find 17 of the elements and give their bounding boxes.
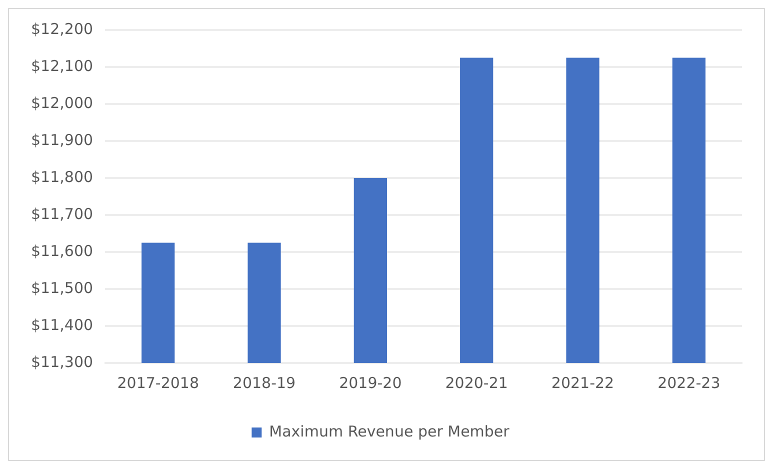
y-tick-label: $11,500 bbox=[31, 278, 94, 297]
y-tick-label: $11,800 bbox=[31, 168, 94, 186]
x-tick-label: 2020-21 bbox=[445, 374, 508, 392]
y-tick-label: $12,200 bbox=[31, 20, 94, 38]
x-tick-label: 2021-22 bbox=[551, 374, 614, 392]
x-tick-label: 2018-19 bbox=[232, 374, 296, 392]
y-tick-label: $11,300 bbox=[31, 352, 94, 371]
y-tick-label: $12,100 bbox=[31, 56, 94, 75]
x-tick-label: 2017-2018 bbox=[117, 374, 199, 392]
x-tick-label: 2019-20 bbox=[339, 374, 402, 392]
legend-label: Maximum Revenue per Member bbox=[269, 422, 510, 440]
y-tick-label: $11,400 bbox=[31, 316, 94, 334]
x-tick-label: 2022-23 bbox=[658, 374, 720, 392]
y-tick-label: $11,900 bbox=[31, 130, 94, 149]
y-tick-label: $11,600 bbox=[31, 242, 94, 260]
y-tick-label: $11,700 bbox=[31, 204, 94, 223]
y-tick-label: $12,000 bbox=[31, 94, 94, 112]
